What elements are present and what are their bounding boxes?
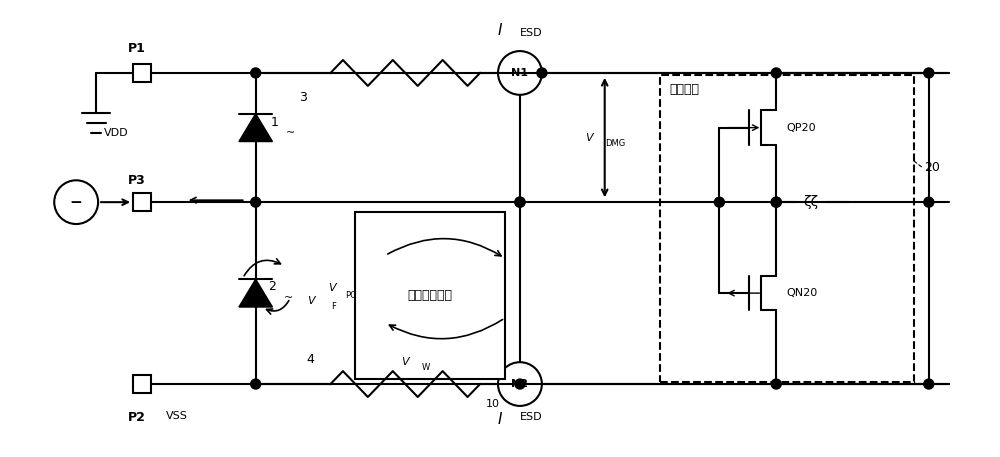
Text: F: F bbox=[331, 302, 336, 310]
Circle shape bbox=[771, 197, 781, 207]
Bar bbox=[133, 193, 151, 211]
Text: ESD: ESD bbox=[520, 28, 543, 38]
Circle shape bbox=[515, 197, 525, 207]
Text: P1: P1 bbox=[128, 42, 146, 55]
Text: I: I bbox=[498, 412, 502, 427]
Circle shape bbox=[251, 379, 261, 389]
Circle shape bbox=[714, 197, 724, 207]
Circle shape bbox=[771, 379, 781, 389]
Text: 3: 3 bbox=[299, 91, 307, 104]
Text: 2: 2 bbox=[268, 280, 276, 292]
Text: 靜電保護電路: 靜電保護電路 bbox=[408, 289, 453, 302]
Circle shape bbox=[515, 197, 525, 207]
Text: DMG: DMG bbox=[605, 139, 625, 148]
Text: V: V bbox=[328, 283, 335, 293]
Circle shape bbox=[771, 197, 781, 207]
Circle shape bbox=[515, 379, 525, 389]
Text: VDD: VDD bbox=[104, 128, 128, 138]
Bar bbox=[133, 375, 151, 393]
Text: −: − bbox=[70, 195, 83, 210]
Bar bbox=[355, 212, 505, 379]
Text: ~: ~ bbox=[284, 293, 293, 303]
Text: P2: P2 bbox=[128, 411, 146, 424]
Text: QP20: QP20 bbox=[786, 122, 816, 133]
Text: 20: 20 bbox=[924, 160, 940, 174]
Polygon shape bbox=[239, 279, 272, 307]
Circle shape bbox=[537, 68, 547, 78]
Circle shape bbox=[771, 68, 781, 78]
Circle shape bbox=[924, 197, 934, 207]
Text: ~: ~ bbox=[286, 128, 295, 138]
Text: PC: PC bbox=[345, 291, 356, 300]
Text: P3: P3 bbox=[128, 174, 146, 187]
Circle shape bbox=[251, 68, 261, 78]
Text: V: V bbox=[585, 133, 593, 143]
Text: V: V bbox=[401, 357, 409, 367]
Text: 內部電路: 內部電路 bbox=[670, 83, 700, 96]
Text: ζζ: ζζ bbox=[804, 195, 819, 209]
Text: W: W bbox=[422, 363, 430, 372]
Text: ESD: ESD bbox=[520, 412, 543, 422]
Text: 4: 4 bbox=[307, 353, 314, 366]
Text: 1: 1 bbox=[271, 116, 279, 129]
Polygon shape bbox=[239, 114, 272, 142]
Text: V: V bbox=[308, 296, 315, 306]
Text: N1: N1 bbox=[511, 68, 528, 78]
Text: 10: 10 bbox=[486, 399, 500, 409]
Bar bbox=[133, 64, 151, 82]
Text: N2: N2 bbox=[511, 379, 528, 389]
Circle shape bbox=[251, 197, 261, 207]
Text: VSS: VSS bbox=[166, 411, 188, 421]
Circle shape bbox=[924, 68, 934, 78]
Text: QN20: QN20 bbox=[786, 288, 817, 298]
Bar bbox=[660, 75, 914, 382]
Circle shape bbox=[924, 379, 934, 389]
Text: I: I bbox=[498, 23, 502, 38]
